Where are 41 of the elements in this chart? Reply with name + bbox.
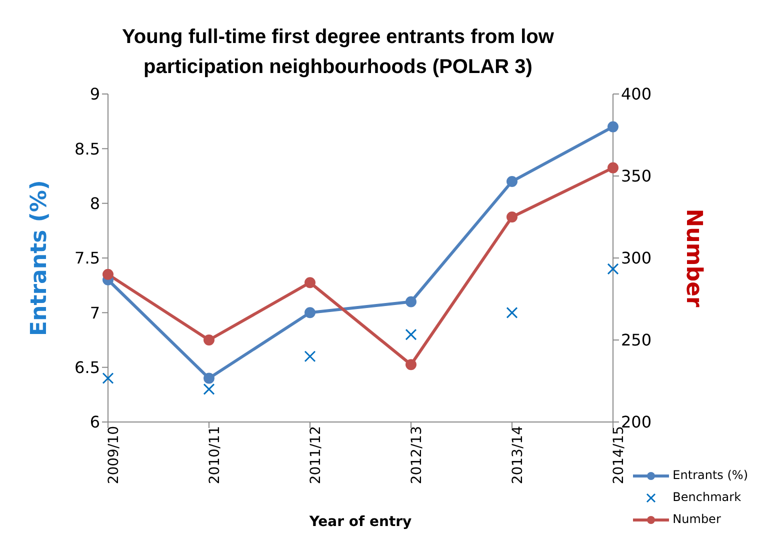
point — [102, 268, 114, 280]
y-tick-label: 6.5 — [74, 358, 100, 378]
y2-tick-label: 300 — [621, 248, 652, 268]
x-axis-title: Year of entry — [308, 514, 412, 530]
x-tick-label: 2013/14 — [510, 426, 526, 484]
y-axis-title: Entrants (%) — [26, 180, 52, 336]
legend-label: Number — [672, 512, 721, 526]
y-tick-label: 8.5 — [74, 139, 100, 158]
point — [506, 176, 518, 187]
point — [102, 372, 114, 384]
point — [405, 328, 417, 340]
point — [304, 350, 316, 362]
point — [608, 121, 618, 132]
point — [304, 277, 316, 288]
point — [406, 296, 416, 308]
y-tick-label: 8 — [90, 194, 100, 214]
point — [607, 263, 619, 275]
point — [304, 307, 316, 318]
x-tick-label: 2010/11 — [206, 426, 223, 484]
x-tick-label: 2012/13 — [408, 426, 425, 484]
y2-tick-label: 400 — [621, 84, 652, 104]
point — [506, 306, 518, 318]
legend-label: Entrants (%) — [672, 468, 748, 482]
point — [203, 383, 215, 395]
x-tick-label: 2014/15 — [610, 426, 627, 484]
y-tick-label: 9 — [90, 84, 100, 104]
legend-label: Benchmark — [672, 490, 742, 504]
y2-tick-label: 350 — [621, 166, 652, 186]
x-tick-label: 2011/12 — [308, 426, 324, 484]
point — [406, 359, 416, 370]
point — [204, 372, 214, 384]
y-tick-label: 7 — [90, 303, 100, 322]
x-tick-label: 2009/10 — [106, 426, 122, 484]
chart-title: Young full-time first degree entrants from low participation neighbourhoods (POLAR 3) — [121, 25, 555, 80]
y-tick-label: 6 — [90, 412, 100, 432]
y2-tick-label: 250 — [621, 330, 652, 350]
y2-axis-title: Number — [681, 208, 706, 308]
point — [608, 162, 618, 174]
point — [204, 334, 214, 346]
y-tick-label: 7.5 — [74, 248, 100, 268]
point — [506, 212, 518, 222]
